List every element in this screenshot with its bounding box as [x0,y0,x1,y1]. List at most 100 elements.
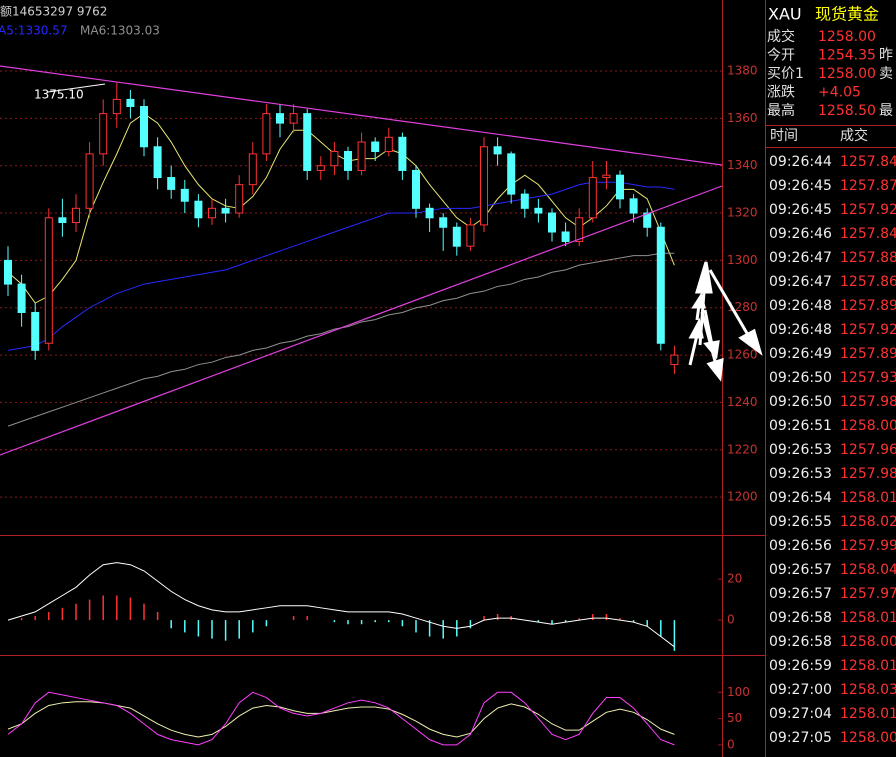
y-tick-label: 1320 [727,206,758,220]
trade-price: 1258.04 [840,562,896,578]
candle-body [316,165,325,171]
series-line [7,701,675,738]
candle-body [439,217,448,228]
trade-price: 1257.86 [840,274,896,290]
candle-body [248,153,257,186]
trade-time: 09:26:57 [769,586,832,602]
y-tick-label: 1220 [727,442,758,456]
plot-area: 1200122012401260128013001320134013601380… [0,64,758,751]
trade-time: 09:26:48 [769,322,832,338]
quote-label: 涨跌 [767,85,795,101]
candle-body [643,212,652,228]
legend-entry: A5:1330.57 [0,24,68,38]
trade-price: 1258.00 [840,418,896,434]
candle-body [72,207,80,224]
legend-entry: MA6:1303.03 [80,24,160,38]
trade-price: 1257.89 [840,346,896,362]
symbol: XAU [768,5,802,24]
y-tick-label: 20 [727,572,742,586]
trend-lines [0,65,723,456]
candle-body [330,151,339,167]
candle-body [670,354,679,366]
quote-label: 买价1 [767,66,804,82]
candle-body [452,226,461,247]
arrows [688,261,763,382]
quote-extra: 卖 [879,66,893,82]
candle-body [180,188,189,202]
trade-time: 09:26:46 [769,226,832,242]
y-tick-label: 1200 [727,490,758,504]
candle-body [588,177,597,219]
candle-body [412,169,420,209]
high-annotation: 1375.10 [34,88,84,102]
y-tick-label: 50 [727,711,742,725]
trade-price: 1257.98 [840,466,896,482]
trade-price: 1258.00 [840,730,896,746]
candle-body [153,146,162,179]
candle-body [208,207,216,219]
trade-time: 09:27:00 [769,682,832,698]
trade-price: 1257.87 [840,178,896,194]
candle-body [371,141,380,153]
candle-body [561,231,570,242]
trade-price: 1258.01 [840,706,896,722]
y-tick-label: 1380 [727,64,758,78]
quote-value: 1254.35 [818,48,876,64]
candle-body [221,207,230,214]
candle-body [575,217,584,242]
trade-time: 09:26:57 [769,562,832,578]
quote-value: 1258.00 [818,66,876,82]
trade-time: 09:26:50 [769,394,832,410]
candle-body [17,283,26,313]
trade-time: 09:26:45 [769,202,832,218]
trade-time: 09:26:49 [769,346,832,362]
quote-value: 1258.00 [818,29,876,45]
y-tick-label: 1340 [727,158,758,172]
trade-time: 09:26:53 [769,442,832,458]
trade-time: 09:26:51 [769,418,832,434]
candle-body [507,153,516,195]
candle-body [493,146,502,155]
series-line [7,562,675,648]
trade-price: 1257.84 [840,226,896,242]
trade-price: 1257.92 [840,202,896,218]
y-tick-label: 100 [727,685,750,699]
trade-price: 1257.97 [840,586,896,602]
candle-body [303,113,312,171]
trade-time: 09:26:47 [769,274,832,290]
candle-body [112,98,121,115]
trade-price: 1257.84 [840,154,896,170]
trade-time: 09:26:58 [769,610,832,626]
trade-time: 09:26:58 [769,634,832,650]
quote-label: 最高 [767,102,795,119]
candle-body [629,198,638,214]
y-tick-label: 0 [727,737,735,751]
quote-value: +4.05 [818,85,861,101]
candle-body [99,113,108,155]
trade-time: 09:26:59 [769,658,832,674]
candle-body [480,146,488,226]
candle-body [44,217,53,344]
candle-body [262,113,271,155]
candle-body [31,311,40,351]
trade-price: 1257.89 [840,298,896,314]
candle-body [140,106,148,148]
candle-body [4,259,12,285]
column-header: 成交 [840,127,868,144]
series-line [7,181,675,351]
y-tick-label: 0 [727,613,735,627]
candle-body [602,174,611,179]
instrument-name: 现货黄金 [815,5,879,24]
candle-body [167,177,176,190]
trade-time: 09:26:56 [769,538,832,554]
trade-time: 09:26:50 [769,370,832,386]
trade-price: 1258.01 [840,610,896,626]
trade-time: 09:26:44 [769,154,832,170]
candle-body [126,98,135,108]
candle-body [194,200,203,219]
trade-price: 1257.93 [840,370,896,386]
